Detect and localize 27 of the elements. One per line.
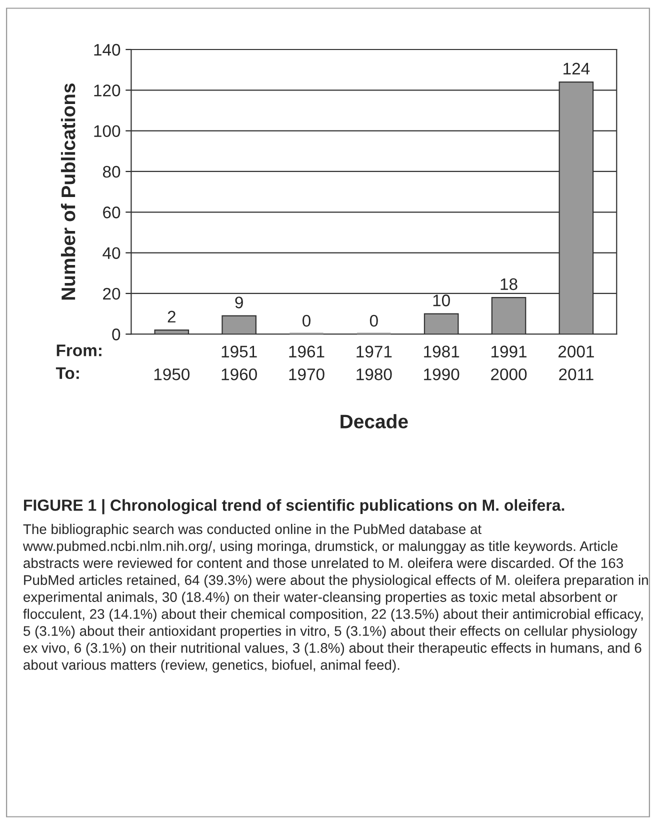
data-label: 124 — [564, 62, 590, 74]
x-tick-label: 1991 2000 — [491, 346, 527, 380]
data-label: 10 — [433, 294, 450, 306]
x-tick-label: 1971 1980 — [356, 346, 392, 380]
text: The bibliographic search was conducted online in the PubMed database at www.pubmed.ncbi.nlm.nih.org/, using moringa, drumstick, or malunggay as title keywords. Article abstracts were reviewed for content and those unrelated to M. oleifera were discarded. Of the 163 PubMed articles retained, 64 (39.3%) were about the physiological effects of M. oleifera preparation in experimental animals, 30 (18.4%) on their water-cleansing properties as toxic metal absorbent or flocculent, 23 (14.1%) about their chemical composition, 22 (13.5%) about their antimicrobial efficacy, 5 (3.1%) about their antioxidant properties in vitro, 5 (3.1%) about their effects on cellular physiology ex vivo, 6 (3.1%) on their nutritional values, 3 (1.8%) about their therapeutic effects in humans, and 6 about various matters (review, genetics, biofuel, animal feed). — [22, 524, 648, 673]
y-tick-label: 120 — [94, 84, 120, 96]
y-tick-label: 0 — [112, 328, 120, 340]
y-tick-label: 80 — [102, 166, 120, 178]
data-label: 9 — [235, 296, 243, 308]
x-tick-label: 1981 1990 — [424, 346, 460, 380]
data-label: 0 — [302, 314, 310, 327]
x-axis-title: Decade — [340, 414, 408, 428]
text: FIGURE 1 | Chronological trend of scientific publications on M. oleifera. — [24, 499, 564, 514]
y-tick-label: 140 — [94, 44, 120, 56]
y-axis-title: Number of Publications — [60, 83, 76, 300]
data-label: 2 — [168, 310, 176, 322]
text: From: To: — [56, 344, 102, 380]
y-tick-label: 20 — [103, 288, 120, 300]
y-tick-label: 40 — [102, 247, 120, 260]
x-tick-label: 2001 2011 — [558, 346, 594, 380]
x-tick-label: 1961 1970 — [289, 346, 324, 380]
data-label: 0 — [370, 314, 378, 327]
x-tick-label: 1950 — [154, 368, 190, 380]
data-label: 18 — [500, 278, 518, 290]
y-tick-label: 60 — [103, 206, 120, 218]
y-tick-label: 100 — [94, 125, 120, 138]
x-tick-label: 1951 1960 — [222, 346, 257, 380]
